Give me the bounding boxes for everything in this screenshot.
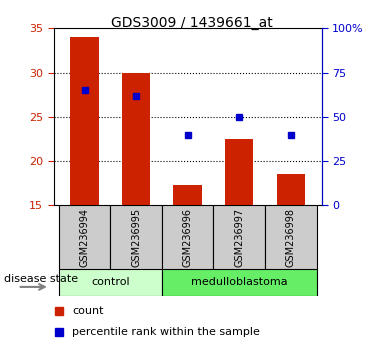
Bar — [277, 174, 305, 205]
Text: GSM236997: GSM236997 — [234, 207, 244, 267]
Text: percentile rank within the sample: percentile rank within the sample — [72, 327, 260, 337]
Text: medulloblastoma: medulloblastoma — [191, 277, 288, 287]
Bar — [122, 73, 150, 205]
Text: GSM236994: GSM236994 — [80, 208, 90, 267]
Text: GSM236995: GSM236995 — [131, 207, 141, 267]
Text: disease state: disease state — [4, 274, 78, 284]
Bar — [173, 185, 202, 205]
Text: GSM236998: GSM236998 — [286, 208, 296, 267]
Text: count: count — [72, 306, 104, 316]
Bar — [59, 205, 110, 269]
Bar — [110, 205, 162, 269]
Text: GSM236996: GSM236996 — [183, 208, 193, 267]
Bar — [70, 37, 99, 205]
Bar — [162, 269, 317, 296]
Bar — [59, 269, 162, 296]
Bar — [213, 205, 265, 269]
Bar — [162, 205, 213, 269]
Text: control: control — [91, 277, 130, 287]
Bar — [265, 205, 317, 269]
Bar — [225, 139, 254, 205]
Text: GDS3009 / 1439661_at: GDS3009 / 1439661_at — [111, 16, 272, 30]
